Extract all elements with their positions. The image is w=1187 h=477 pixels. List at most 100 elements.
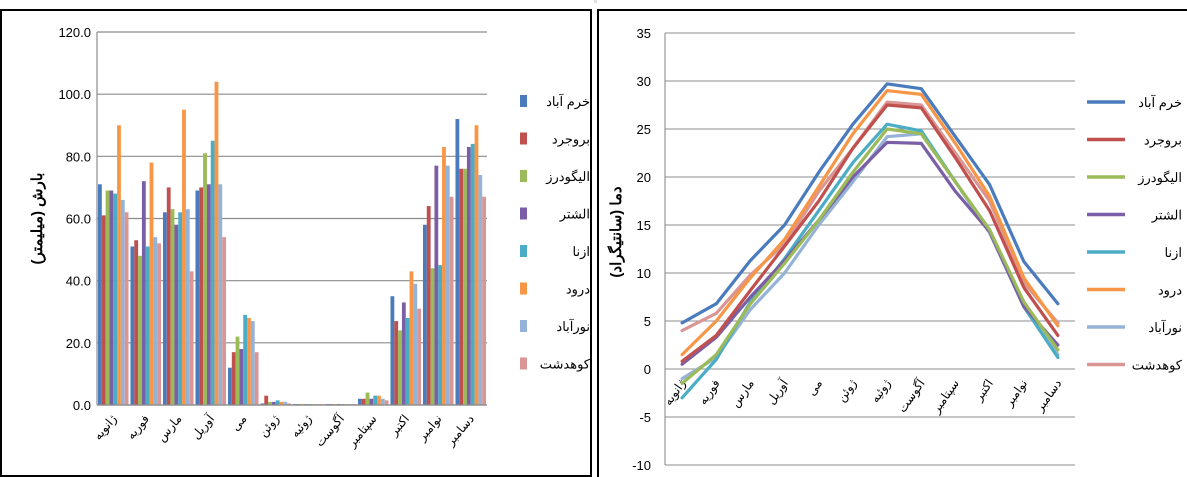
y-tick-label: 120.0: [58, 25, 91, 40]
bar-7-11: [482, 196, 487, 405]
bar-4-4: [243, 314, 248, 405]
bar-2-3: [203, 153, 207, 405]
y-tick-label: 100.0: [58, 87, 91, 102]
bar-0-5: [260, 403, 265, 405]
bar-0-1: [130, 246, 135, 405]
bar-6-9: [413, 283, 418, 405]
y-tick-label: -5: [639, 410, 651, 425]
bar-4-2: [178, 212, 183, 405]
bar-7-0: [124, 212, 129, 405]
y-tick-label: 25: [637, 122, 651, 137]
bar-6-0: [120, 199, 125, 405]
bar-3-9: [401, 302, 406, 405]
bar-5-0: [117, 125, 121, 405]
bar-0-2: [162, 212, 167, 405]
bar-6-8: [380, 398, 385, 405]
bar-3-5: [271, 401, 276, 405]
bar-1-2: [166, 187, 171, 405]
bar-2-4: [235, 336, 240, 405]
legend-label: الشتر: [1151, 208, 1182, 224]
y-axis-title: دما (سانتیگراد): [607, 186, 625, 278]
bar-6-2: [185, 209, 190, 405]
legend-swatch: [520, 95, 527, 107]
y-tick-label: 20: [637, 170, 651, 185]
bar-3-3: [206, 184, 211, 405]
y-tick-label: -10: [632, 458, 651, 473]
legend-swatch: [520, 320, 527, 332]
bar-3-1: [141, 181, 146, 405]
bar-3-10: [434, 165, 439, 405]
legend-label: نورآباد: [1148, 319, 1182, 336]
bar-7-8: [384, 400, 389, 405]
legend-swatch: [520, 357, 527, 370]
bar-0-11: [455, 119, 460, 406]
legend-label: الیگودرز: [1137, 170, 1182, 186]
y-tick-label: 35: [637, 26, 651, 41]
bar-7-10: [449, 196, 454, 405]
bar-3-0: [109, 190, 114, 405]
bar-4-11: [470, 143, 475, 405]
legend-swatch: [520, 170, 527, 182]
bar-5-5: [279, 401, 284, 405]
bar-0-9: [390, 296, 395, 405]
bar-2-8: [365, 392, 370, 405]
chart-border: [597, 9, 1187, 477]
y-tick-label: 80.0: [66, 149, 91, 164]
bar-5-11: [474, 125, 479, 405]
bar-1-3: [199, 187, 204, 405]
bar-6-4: [250, 321, 255, 405]
bar-1-0: [101, 215, 106, 405]
bar-2-2: [170, 209, 175, 405]
y-tick-label: 10: [637, 266, 651, 281]
legend-label: بروجرد: [1144, 133, 1182, 149]
legend-label: بروجرد: [552, 132, 590, 148]
legend-label: درود: [566, 282, 590, 298]
y-tick-label: 0: [644, 362, 651, 377]
precipitation-chart-panel: 0.0 20.0 40.0 60.0 80.0 100.0 120.0 بارش (میلیم…: [0, 9, 592, 477]
legend-label: ازنا: [1165, 245, 1182, 261]
legend-label: ازنا: [573, 244, 590, 260]
bar-6-11: [478, 174, 483, 405]
y-tick-label: 40.0: [66, 274, 91, 289]
y-tick-label: 30: [637, 74, 651, 89]
legend-label: الشتر: [559, 207, 590, 223]
legend-label: خرم آباد: [1138, 94, 1182, 111]
legend-label: الیگودرز: [545, 169, 590, 185]
bar-1-4: [231, 352, 236, 405]
legend-swatch: [520, 207, 527, 220]
bar-5-1: [149, 162, 154, 405]
series-line-2: [680, 127, 1060, 385]
y-tick-label: 20.0: [66, 336, 91, 351]
legend-swatch: [520, 282, 527, 295]
bar-3-11: [466, 147, 471, 405]
bar-3-4: [239, 349, 244, 405]
bar-1-5: [264, 395, 269, 405]
bar-7-5: [287, 403, 292, 405]
bar-4-8: [373, 395, 378, 405]
legend-label: کوهدشت: [540, 357, 591, 373]
bar-5-4: [247, 317, 251, 405]
y-tick-label: 0.0: [73, 398, 91, 413]
bar-2-1: [138, 255, 142, 405]
bar-7-9: [417, 308, 422, 405]
legend-label: درود: [1158, 283, 1182, 299]
bar-6-3: [218, 184, 223, 405]
bar-7-4: [254, 352, 259, 405]
bar-3-2: [174, 224, 179, 405]
bar-1-10: [426, 206, 431, 405]
bar-0-3: [195, 190, 200, 405]
bar-1-11: [459, 168, 464, 405]
precipitation-bar-chart: 0.0 20.0 40.0 60.0 80.0 100.0 120.0 بارش (میلیم…: [0, 9, 592, 477]
bar-2-11: [463, 168, 467, 405]
legend-label: خرم آباد: [546, 93, 590, 110]
bar-2-5: [268, 401, 272, 405]
legend-label: کوهدشت: [1132, 358, 1183, 374]
series-line-0: [680, 82, 1060, 325]
bar-1-1: [134, 240, 139, 405]
bar-6-10: [445, 165, 450, 405]
bar-5-10: [442, 147, 446, 405]
y-axis-title: بارش (میلیمتر): [29, 173, 46, 265]
bar-4-10: [438, 265, 443, 405]
bar-4-0: [113, 193, 118, 405]
bar-0-4: [227, 367, 232, 405]
